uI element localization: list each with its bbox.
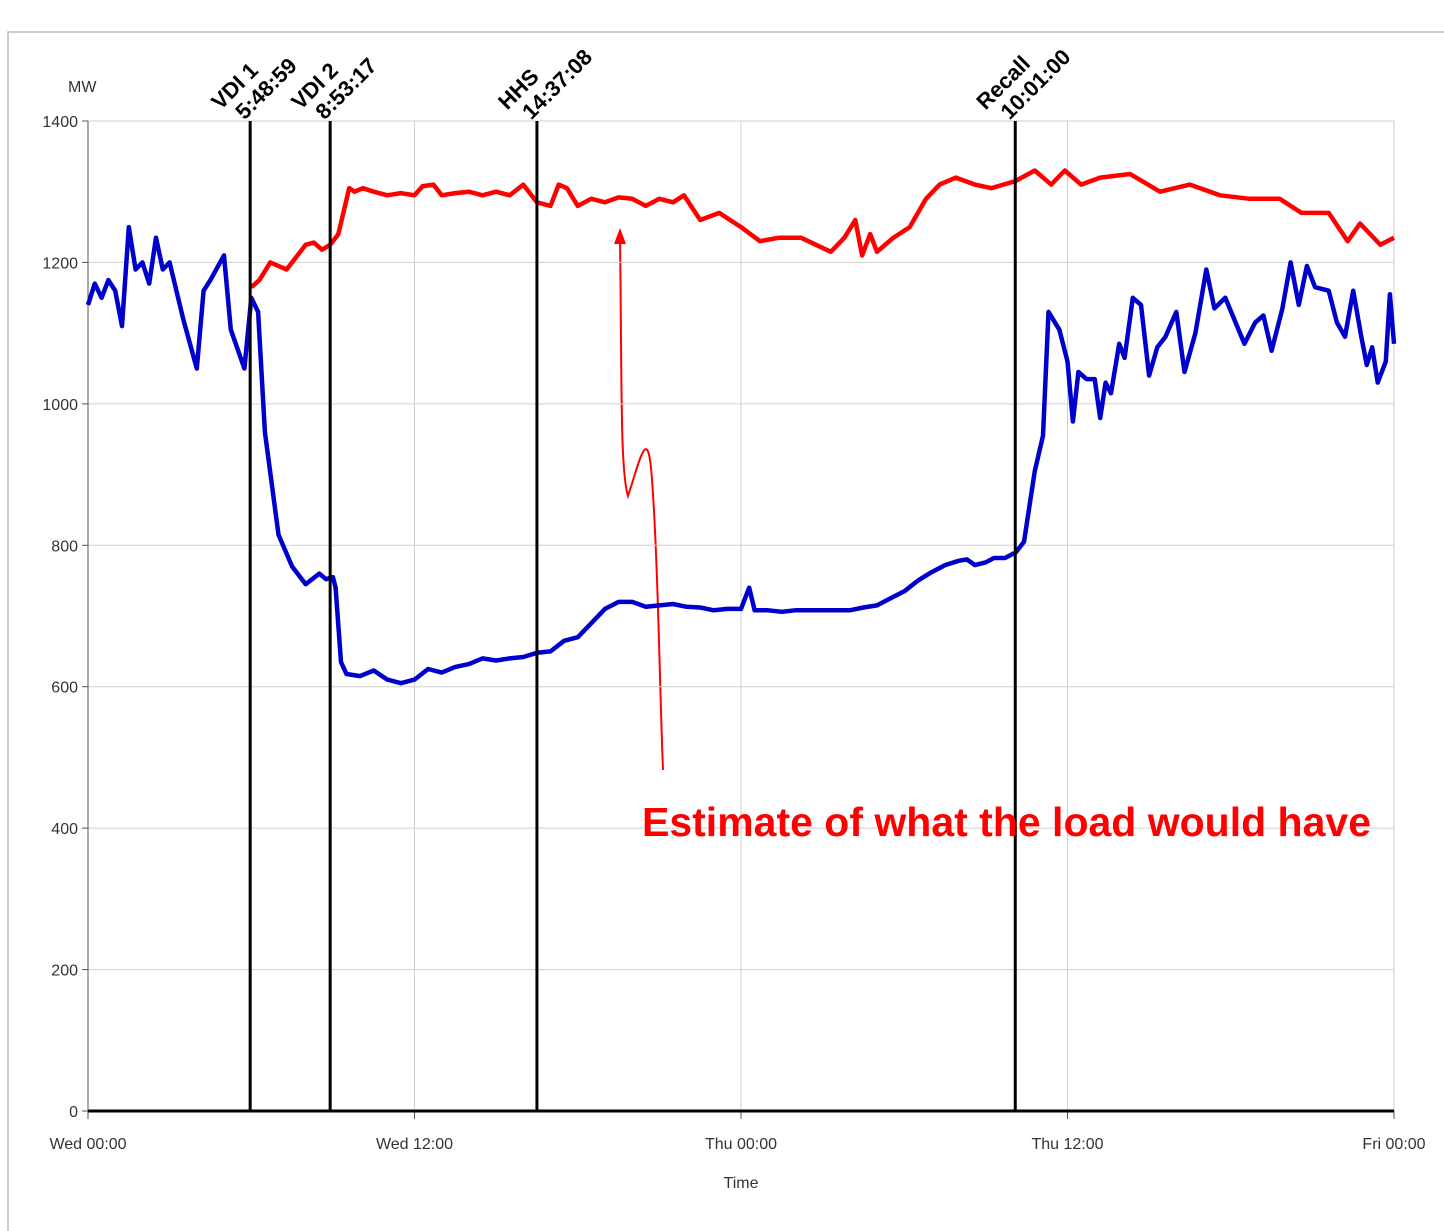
y-tick-label: 400 (51, 821, 78, 838)
y-axis-label: MW (68, 79, 97, 96)
y-tick-label: 1000 (42, 397, 78, 414)
x-tick-label: Thu 00:00 (705, 1136, 777, 1153)
annotation: Estimate of what the load would have (642, 799, 1371, 845)
frame (7, 31, 1444, 1231)
annotation-arrowhead (614, 228, 626, 244)
x-tick-label: Wed 00:00 (49, 1136, 126, 1153)
y-tick-label: 1400 (42, 114, 78, 131)
y-tick-label: 600 (51, 680, 78, 697)
event-label: VDI 15:48:59 (206, 53, 301, 124)
y-tick-label: 200 (51, 963, 78, 980)
y-tick-label: 1200 (42, 255, 78, 272)
y-tick-label: 800 (51, 538, 78, 555)
x-tick-label: Fri 00:00 (1362, 1136, 1425, 1153)
series-line (249, 168, 1396, 289)
event-label: VDI 28:53:17 (286, 53, 381, 124)
y-tick-label: 0 (69, 1104, 78, 1121)
x-tick-label: Wed 12:00 (376, 1136, 453, 1153)
x-axis-label: Time (724, 1175, 759, 1192)
annotation-arrow (619, 239, 664, 771)
grid (82, 120, 1395, 1119)
series-line (85, 224, 1397, 686)
x-tick-label: Thu 12:00 (1031, 1136, 1103, 1153)
